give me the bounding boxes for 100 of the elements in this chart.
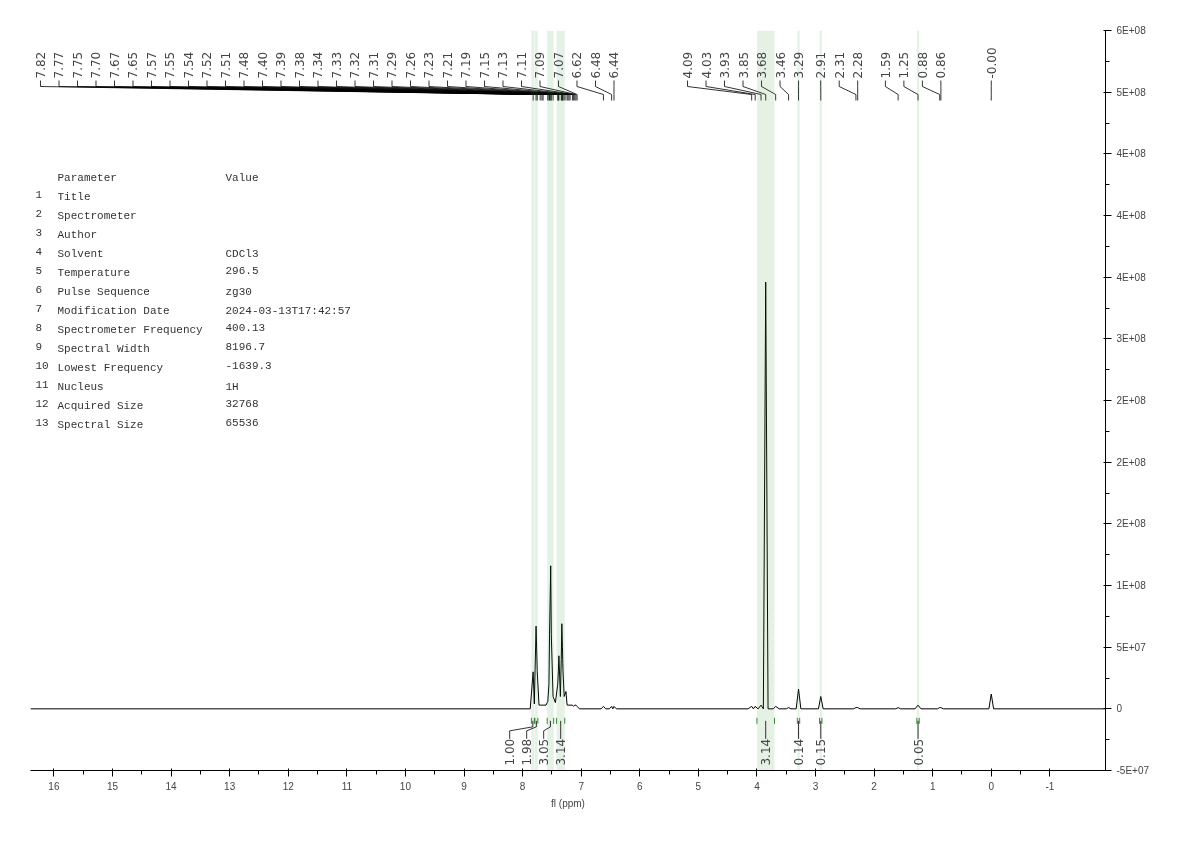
annotation: 7.67 <box>107 51 122 79</box>
y-tick-label: 4E+08 <box>1116 210 1147 221</box>
annotation: 0.86 <box>934 51 949 79</box>
y-tick-label: 5E+08 <box>1116 86 1147 98</box>
annotation: 6.44 <box>607 51 622 79</box>
x-tick-label: 14 <box>165 780 178 792</box>
x-tick-label: 3 <box>812 780 819 792</box>
annotation: 7.82 <box>33 51 48 79</box>
annotation: 7.21 <box>440 51 455 79</box>
x-tick-label: 7 <box>578 780 585 792</box>
annotation: 7.55 <box>163 51 178 79</box>
y-tick-label: 4E+08 <box>1116 148 1147 160</box>
x-tick-label: 16 <box>48 780 60 792</box>
annotation: 3.85 <box>736 51 751 79</box>
x-tick-label: 0 <box>988 780 995 792</box>
annotation: 1.59 <box>878 51 893 79</box>
x-tick-label: 15 <box>106 780 119 792</box>
annotation: 7.34 <box>311 51 326 79</box>
x-tick-label: 9 <box>461 780 468 792</box>
annotation: 7.15 <box>477 51 492 79</box>
annotation: 7.40 <box>255 51 270 79</box>
annotation: 7.48 <box>237 51 252 79</box>
annotation: 3.93 <box>718 51 733 79</box>
annotation: 7.19 <box>459 51 474 79</box>
annotation: 7.52 <box>200 51 215 79</box>
x-axis-title: fl (ppm) <box>551 797 585 809</box>
x-tick-label: 6 <box>636 780 643 792</box>
x-tick-label: 10 <box>399 780 412 792</box>
text: 9 Spectral Width 8196.7 <box>35 341 266 356</box>
text: 11 Nucleus 1H <box>35 379 239 394</box>
y-tick-label: 4E+08 <box>1116 271 1147 283</box>
annotation: 6.48 <box>588 51 603 79</box>
annotation: 2.28 <box>851 51 866 79</box>
annotation: 2.31 <box>832 51 847 79</box>
annotation: 0.88 <box>915 51 930 79</box>
y-tick-label: 2E+08 <box>1116 395 1147 406</box>
annotation: 4.09 <box>681 51 696 79</box>
annotation: 3.29 <box>792 51 807 79</box>
y-tick-label: -5E+07 <box>1116 765 1150 776</box>
x-tick-label: -1 <box>1045 780 1055 792</box>
text: 10 Lowest Frequency -1639.3 <box>35 360 272 375</box>
text: 7 Modification Date 2024-03-13T17:42:57 <box>35 303 351 318</box>
annotation: 7.75 <box>70 51 85 79</box>
text: 1 Title <box>35 189 91 204</box>
annotation: 3.68 <box>755 51 770 79</box>
band-label: 3.14 <box>759 738 774 766</box>
text: 3 Author <box>35 227 98 242</box>
band-label: 0.15 <box>814 738 829 766</box>
annotation: 1.25 <box>897 51 912 79</box>
annotation: 7.31 <box>366 51 381 79</box>
annotation: 7.13 <box>496 51 511 79</box>
x-tick-label: 5 <box>695 780 702 792</box>
annotation: 7.23 <box>422 51 437 79</box>
x-tick-label: 11 <box>341 780 353 792</box>
annotation: 7.57 <box>144 51 159 79</box>
annotation: 7.77 <box>52 51 67 79</box>
x-tick-label: 13 <box>224 780 236 792</box>
annotation: 2.91 <box>814 51 829 79</box>
annotation: 4.03 <box>699 51 714 79</box>
band-label: 3.14 <box>554 738 569 766</box>
x-tick-label: 1 <box>929 780 936 792</box>
annotation: 7.38 <box>292 51 307 79</box>
text: 5 Temperature 296.5 <box>35 265 259 280</box>
y-tick-label: 2E+08 <box>1116 456 1147 468</box>
text: 8 Spectrometer Frequency 400.13 <box>35 322 266 337</box>
annotation: 7.51 <box>218 51 233 79</box>
annotation: 7.07 <box>551 51 566 79</box>
annotation: 7.33 <box>329 51 344 79</box>
x-tick-label: 4 <box>754 780 761 792</box>
y-tick-label: 1E+08 <box>1116 580 1147 591</box>
y-tick-label: 0 <box>1116 703 1123 715</box>
annotation: 7.65 <box>126 51 141 79</box>
annotation: 6.62 <box>570 51 585 79</box>
annotation: 7.11 <box>514 51 529 79</box>
y-tick-label: 2E+08 <box>1116 518 1147 530</box>
annotation: 7.32 <box>348 51 363 79</box>
x-tick-label: 12 <box>282 780 295 792</box>
band-label: 3.05 <box>537 738 552 766</box>
x-tick-label: 8 <box>519 780 526 792</box>
annotation: -0.00 <box>984 47 999 79</box>
text: 4 Solvent CDCl3 <box>35 246 259 261</box>
band-label: 1.00 <box>503 738 518 766</box>
annotation: 7.09 <box>533 51 548 79</box>
x-tick-label: 2 <box>871 780 878 792</box>
annotation: 7.26 <box>403 51 418 79</box>
band-label: 0.05 <box>911 738 926 766</box>
annotation: 3.46 <box>773 51 788 79</box>
text: 12 Acquired Size 32768 <box>35 398 259 413</box>
text: 2 Spectrometer <box>35 208 137 223</box>
band-label: 1.98 <box>520 738 535 766</box>
annotation: 7.29 <box>385 51 400 79</box>
text: 6 Pulse Sequence zg30 <box>35 284 252 299</box>
text: 13 Spectral Size 65536 <box>35 417 259 432</box>
y-tick-label: 6E+08 <box>1116 25 1147 36</box>
band-label: 0.14 <box>792 738 807 766</box>
y-tick-label: 5E+07 <box>1116 641 1147 653</box>
annotation: 7.54 <box>181 51 196 79</box>
text: Parameter Value <box>57 172 259 185</box>
y-tick-label: 3E+08 <box>1116 333 1147 345</box>
annotation: 7.70 <box>89 51 104 79</box>
